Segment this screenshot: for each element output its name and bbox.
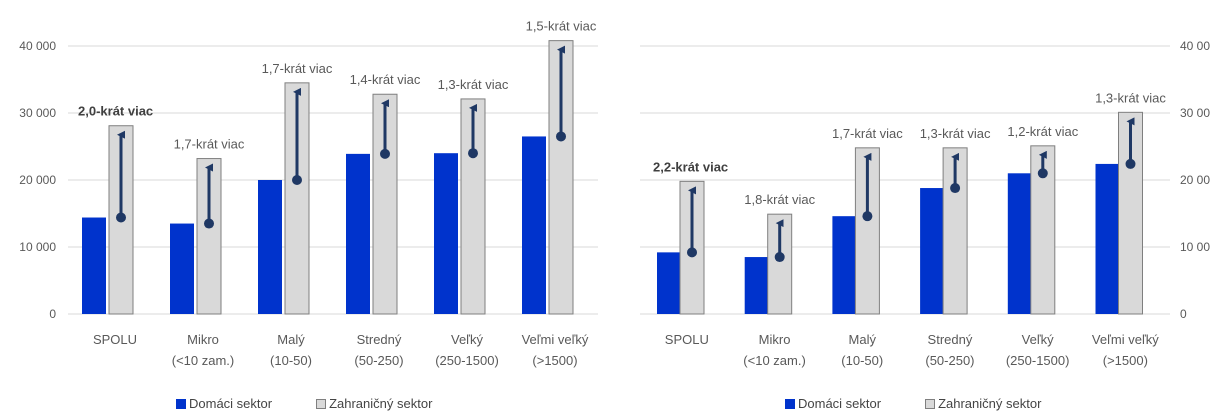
legend-item-foreign: Zahraničný sektor: [925, 396, 1041, 411]
ratio-annotation: 1,3-krát viac: [438, 77, 509, 92]
y-tick-label: 10 000: [1180, 240, 1210, 254]
bar-domestic: [434, 153, 458, 314]
legend-swatch-foreign: [316, 398, 327, 409]
y-tick-label: 0: [49, 307, 56, 321]
ratio-arrow-origin: [1037, 168, 1048, 179]
ratio-arrow-origin: [862, 211, 873, 222]
ratio-arrow-origin: [468, 148, 478, 159]
x-category-label: Stredný: [357, 332, 402, 347]
bar-foreign: [372, 93, 398, 315]
x-category-label: Stredný: [928, 332, 973, 347]
x-category-label: Malý: [849, 332, 877, 347]
x-category-label: Mikro: [759, 332, 791, 347]
bar-domestic: [346, 153, 370, 314]
ratio-annotation: 1,4-krát viac: [350, 72, 421, 87]
legend-label-foreign: Zahraničný sektor: [329, 396, 433, 411]
left-chart: 0 10 000 20 000 30 000 40 000 2,0-krát viac SP…: [19, 19, 598, 368]
bar-domestic: [657, 252, 681, 314]
x-category-label: (250-1500): [435, 353, 499, 368]
ratio-arrow-origin: [774, 252, 785, 263]
ratio-annotation: 1,3-krát viac: [920, 126, 991, 141]
x-category-label: (50-250): [354, 353, 403, 368]
ratio-annotation: 1,7-krát viac: [832, 126, 903, 141]
y-tick-label: 40 000: [1180, 39, 1210, 53]
x-category-label: SPOLU: [93, 332, 137, 347]
y-tick-label: 40 000: [19, 39, 56, 53]
ratio-arrow-origin: [950, 183, 961, 194]
legend-left: Domáci sektor Zahraničný sektor: [176, 396, 476, 411]
bar-domestic: [258, 180, 282, 314]
x-category-label: Mikro: [187, 332, 219, 347]
legend-label-foreign: Zahraničný sektor: [938, 396, 1042, 411]
legend-swatch-foreign: [925, 398, 936, 409]
bar-domestic: [82, 217, 106, 314]
x-category-label: Malý: [277, 332, 305, 347]
ratio-arrow-origin: [204, 218, 214, 229]
legend-item-domestic: Domáci sektor: [785, 396, 881, 411]
x-category-label: (250-1500): [1006, 353, 1070, 368]
x-category-label: SPOLU: [665, 332, 709, 347]
legend-label-domestic: Domáci sektor: [798, 396, 882, 411]
x-category-label: Veľký: [1022, 332, 1054, 347]
legend-label-domestic: Domáci sektor: [189, 396, 273, 411]
bar-domestic: [522, 136, 546, 314]
x-category-label: (<10 zam.): [743, 353, 806, 368]
ratio-annotation: 1,2-krát viac: [1007, 124, 1078, 139]
bar-domestic: [920, 188, 945, 314]
y-tick-label: 0: [1180, 307, 1187, 321]
ratio-annotation: 1,7-krát viac: [174, 137, 245, 152]
ratio-annotation: 1,3-krát viac: [1095, 90, 1166, 105]
x-category-label: (<10 zam.): [172, 353, 235, 368]
x-category-label: (>1500): [532, 353, 577, 368]
ratio-arrow-origin: [687, 247, 697, 258]
x-category-label: Veľmi veľký: [1092, 332, 1159, 347]
ratio-arrow-origin: [116, 212, 126, 223]
ratio-annotation: 1,5-krát viac: [526, 19, 597, 34]
y-tick-label: 30 000: [1180, 106, 1210, 120]
bar-domestic: [1095, 163, 1120, 314]
ratio-annotation: 2,2-krát viac: [653, 159, 728, 174]
ratio-annotation: 1,7-krát viac: [262, 61, 333, 76]
x-category-label: (>1500): [1103, 353, 1148, 368]
legend-swatch-domestic: [785, 398, 795, 409]
ratio-arrow-origin: [1125, 158, 1136, 169]
ratio-arrow-origin: [292, 175, 302, 185]
x-category-label: Veľmi veľký: [522, 332, 589, 347]
y-tick-label: 20 000: [1180, 173, 1210, 187]
bar-domestic: [1007, 173, 1032, 314]
y-tick-label: 20 000: [19, 173, 56, 187]
x-category-label: Veľký: [451, 332, 483, 347]
bar-domestic: [832, 216, 857, 314]
legend-item-domestic: Domáci sektor: [176, 396, 272, 411]
bar-domestic: [744, 257, 769, 314]
ratio-annotation: 2,0-krát viac: [78, 104, 153, 119]
ratio-arrow-origin: [556, 131, 566, 142]
y-tick-label: 30 000: [19, 106, 56, 120]
x-category-label: (50-250): [925, 353, 974, 368]
x-category-label: (10-50): [270, 353, 312, 368]
bar-domestic: [170, 223, 194, 314]
legend-right: Domáci sektor Zahraničný sektor: [785, 396, 1085, 411]
legend-item-foreign: Zahraničný sektor: [316, 396, 432, 411]
ratio-arrow-origin: [380, 148, 390, 159]
x-category-label: (10-50): [841, 353, 883, 368]
legend-swatch-domestic: [176, 398, 186, 409]
right-chart: 0 10 000 20 000 30 000 40 000 2,2-krát viac SP…: [640, 39, 1210, 368]
y-tick-label: 10 000: [19, 240, 56, 254]
ratio-annotation: 1,8-krát viac: [744, 192, 815, 207]
